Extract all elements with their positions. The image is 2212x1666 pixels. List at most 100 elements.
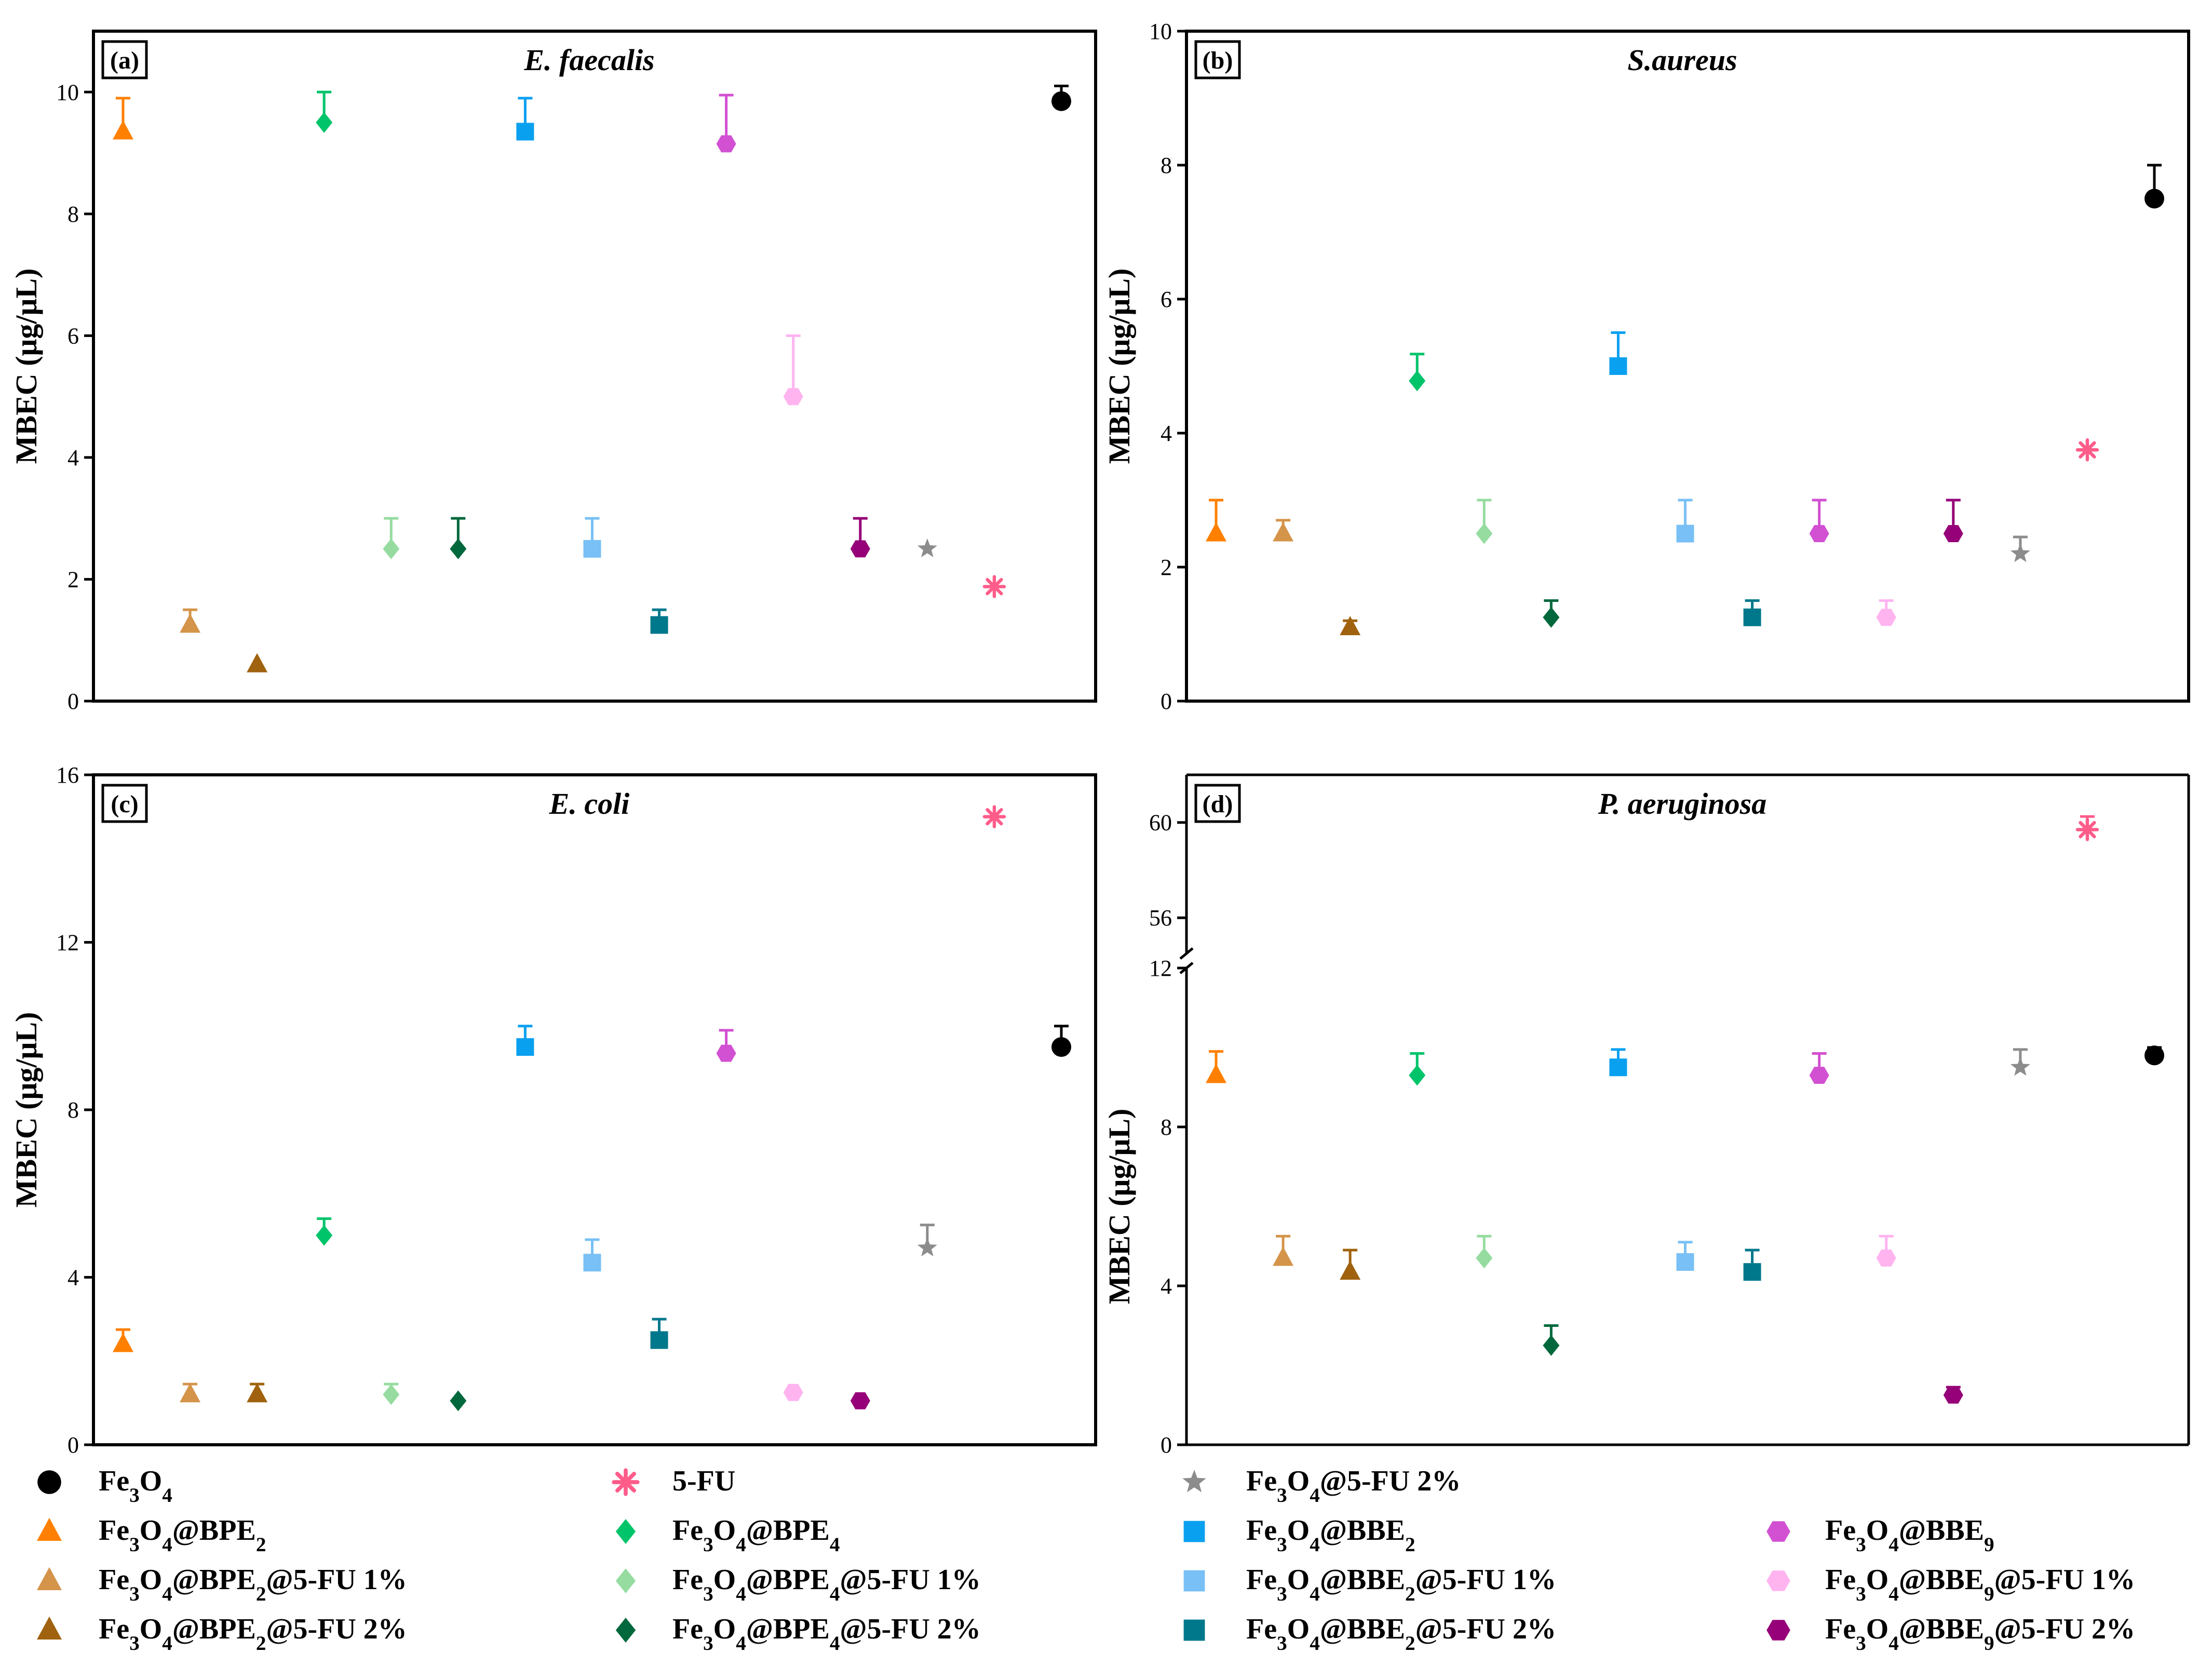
legend-item-bpe4: Fe3O4@BPE4 (615, 1514, 840, 1556)
point-bbe9_2 (850, 1392, 870, 1409)
legend-item-bpe2_1: Fe3O4@BPE2@5-FU 1% (37, 1564, 407, 1605)
legend-item-fe_fu2: Fe3O4@5-FU 2% (1182, 1465, 1461, 1507)
point-bbe9 (1809, 1067, 1829, 1084)
panel-label: (b) (1203, 47, 1233, 74)
point-bbe2_2 (650, 616, 668, 634)
point-bbe9_1 (1876, 609, 1896, 626)
legend-label-bbe9_2: Fe3O4@BBE9@5-FU 2% (1825, 1613, 2135, 1655)
point-fe_fu2 (917, 538, 937, 557)
point-bbe9_1 (783, 1383, 803, 1401)
y-tick-label: 4 (68, 1265, 79, 1291)
point-bbe9 (716, 135, 736, 153)
legend-item-bpe2_2: Fe3O4@BPE2@5-FU 2% (37, 1613, 407, 1655)
y-tick-label: 10 (1149, 19, 1172, 44)
point-fu (2075, 818, 2099, 841)
y-tick-label: 12 (1149, 956, 1172, 981)
y-axis-label: MBEC (μg/μL) (9, 268, 43, 464)
legend-marker-bpe4_1 (615, 1568, 636, 1593)
legend-label-bpe4_1: Fe3O4@BPE4@5-FU 1% (672, 1564, 981, 1605)
point-bpe4_1 (383, 1384, 400, 1405)
panel-d: 0 4 8 12 56 60 MBEC (μg/μL) (d) P. aeruginosa (1102, 773, 2190, 1458)
point-bpe2_1 (180, 613, 201, 633)
y-tick-label: 4 (1161, 1273, 1172, 1299)
legend-label-bbe9: Fe3O4@BBE9 (1825, 1514, 1994, 1556)
legend-item-bbe2_2: Fe3O4@BBE2@5-FU 2% (1183, 1613, 1556, 1655)
legend-label-bpe2: Fe3O4@BPE2 (99, 1514, 266, 1556)
panel-title: S.aureus (1627, 43, 1737, 77)
panel-label-box (1194, 784, 1241, 823)
legend-item-fu: 5-FU (612, 1465, 735, 1497)
plot-frame (1185, 30, 2190, 703)
point-bpe4_1 (1476, 1247, 1493, 1269)
legend-label-bpe2_2: Fe3O4@BPE2@5-FU 2% (99, 1613, 407, 1655)
legend-marker-bpe4 (615, 1519, 636, 1544)
legend-item-bbe2_1: Fe3O4@BBE2@5-FU 1% (1183, 1564, 1556, 1605)
point-bbe9_2 (850, 540, 870, 558)
legend-marker-fe3o4 (37, 1470, 61, 1494)
point-bbe9 (716, 1044, 736, 1062)
panel-c: 0 4 8 12 16 MBEC (μg/μL) (c) E. coli (9, 762, 1097, 1458)
legend-label-fe3o4: Fe3O4 (99, 1465, 172, 1507)
legend-marker-bpe2 (37, 1517, 62, 1541)
y-axis-label: MBEC (μg/μL) (9, 1012, 43, 1208)
panel-title: E. coli (549, 787, 630, 821)
point-bpe4_2 (450, 538, 467, 559)
point-bpe4_2 (1543, 1335, 1560, 1356)
point-bpe2_2 (1340, 616, 1361, 636)
y-tick-label: 4 (1161, 421, 1172, 446)
y-tick-label: 60 (1149, 810, 1172, 836)
legend: Fe3O4 Fe3O4@BPE2 Fe3O4@BPE2@5-FU 1% Fe3O4@B… (37, 1465, 2135, 1655)
point-bbe2_1 (583, 540, 601, 558)
point-bpe4 (1409, 1065, 1426, 1086)
point-bbe9_2 (1943, 1386, 1963, 1404)
legend-label-fu: 5-FU (672, 1465, 735, 1497)
point-fe_fu2 (917, 1238, 937, 1257)
point-bpe2 (113, 1333, 133, 1352)
point-fu (2075, 438, 2099, 462)
point-bbe2_2 (650, 1331, 668, 1349)
panel-b: 0 2 4 6 8 10 MBEC (μg/μL) (b) S.aureus (1102, 19, 2190, 714)
point-bpe4_2 (1543, 607, 1560, 628)
point-bpe4 (1409, 370, 1426, 392)
point-bbe2_2 (1743, 1263, 1761, 1281)
legend-marker-bbe2_2 (1183, 1619, 1205, 1641)
panel-label-box (101, 784, 148, 823)
legend-item-fe3o4: Fe3O4 (37, 1465, 172, 1507)
legend-item-bpe4_1: Fe3O4@BPE4@5-FU 1% (615, 1564, 981, 1605)
point-bpe2 (1206, 1064, 1226, 1083)
y-tick-label: 56 (1149, 905, 1172, 931)
panel-label: (d) (1203, 790, 1233, 818)
legend-marker-bbe2_1 (1183, 1570, 1205, 1592)
legend-label-bbe2: Fe3O4@BBE2 (1246, 1514, 1415, 1556)
panel-label-box (101, 40, 148, 79)
point-bpe2_1 (180, 1383, 201, 1403)
legend-marker-bbe9_1 (1766, 1570, 1790, 1591)
legend-label-fe_fu2: Fe3O4@5-FU 2% (1246, 1465, 1461, 1507)
y-tick-label: 4 (68, 445, 79, 471)
point-bbe9_1 (1876, 1250, 1896, 1267)
y-tick-label: 8 (68, 1097, 79, 1123)
point-bbe2_1 (1676, 525, 1694, 543)
point-bbe9_1 (783, 388, 803, 406)
legend-marker-fu (612, 1468, 640, 1496)
point-bbe9_2 (1943, 525, 1963, 542)
point-bbe2_1 (583, 1254, 601, 1272)
point-bbe2_1 (1676, 1253, 1694, 1271)
point-bpe4_2 (450, 1390, 467, 1412)
legend-marker-bpe2_2 (37, 1616, 62, 1640)
legend-marker-bbe2 (1183, 1521, 1205, 1542)
legend-marker-bpe2_1 (37, 1567, 62, 1590)
point-fu (982, 805, 1006, 828)
point-bpe2_2 (247, 653, 268, 673)
legend-marker-bbe9 (1766, 1521, 1790, 1542)
point-bpe4 (316, 1225, 333, 1246)
legend-item-bpe2: Fe3O4@BPE2 (37, 1514, 266, 1556)
point-bpe2_2 (1340, 1260, 1361, 1280)
point-bpe2 (1206, 522, 1226, 542)
legend-marker-bbe9_2 (1766, 1620, 1790, 1641)
point-bbe9 (1809, 525, 1829, 542)
y-tick-label: 10 (56, 79, 79, 105)
point-bpe2_1 (1273, 522, 1294, 542)
y-tick-label: 16 (56, 762, 79, 788)
legend-label-bpe4: Fe3O4@BPE4 (672, 1514, 840, 1556)
